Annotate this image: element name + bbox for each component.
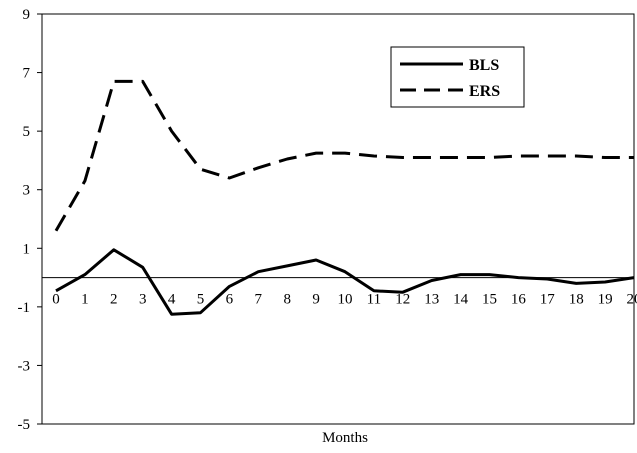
x-tick-label: 10: [338, 292, 353, 308]
x-axis-label: Months: [322, 430, 368, 446]
x-tick-label: 13: [424, 292, 439, 308]
x-tick-label: 5: [197, 292, 205, 308]
y-tick-label: 1: [23, 241, 31, 257]
x-tick-label: 18: [569, 292, 584, 308]
x-tick-label: 1: [81, 292, 89, 308]
legend-box: [390, 46, 525, 108]
y-tick-label: 5: [23, 124, 31, 140]
x-tick-label: 2: [110, 292, 118, 308]
x-tick-label: 9: [312, 292, 320, 308]
legend-label-bls: BLS: [469, 57, 499, 74]
series-lines: [54, 79, 635, 316]
x-tick-label: 19: [598, 292, 613, 308]
y-tick-label: 9: [23, 7, 31, 23]
x-tick-label: 15: [482, 292, 497, 308]
y-tick-label: -1: [18, 300, 31, 316]
x-tick-label: 3: [139, 292, 147, 308]
x-tick-label: 14: [453, 292, 469, 308]
legend-label-ers: ERS: [469, 83, 500, 100]
x-tick-label: 11: [367, 292, 381, 308]
x-tick-label: 4: [168, 292, 176, 308]
y-tick-label: -5: [18, 417, 31, 433]
y-tick-label: 7: [23, 66, 31, 82]
x-axis-ticks: 01234567891011121314151617181920: [52, 292, 637, 308]
plot-area-frame: [41, 13, 635, 425]
y-tick-label: -3: [18, 358, 31, 374]
x-tick-label: 16: [511, 292, 527, 308]
x-tick-label: 20: [627, 292, 637, 308]
legend: BLS ERS: [390, 46, 525, 108]
x-tick-label: 12: [395, 292, 410, 308]
x-tick-label: 0: [52, 292, 60, 308]
x-tick-label: 8: [283, 292, 291, 308]
y-tick-label: 3: [23, 183, 31, 199]
x-tick-label: 6: [226, 292, 234, 308]
y-axis-ticks: 9 7 5 3 1 -1 -3 -5: [18, 7, 42, 433]
x-tick-label: 17: [540, 292, 556, 308]
series-line-ers: [54, 79, 634, 232]
series-line-bls: [55, 248, 635, 316]
x-tick-label: 7: [255, 292, 263, 308]
